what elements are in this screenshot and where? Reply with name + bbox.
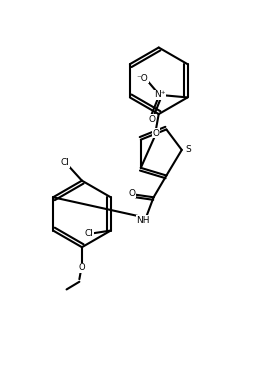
Text: NH: NH: [137, 216, 150, 225]
Text: O: O: [153, 129, 160, 138]
Text: O: O: [79, 263, 85, 272]
Text: N⁺: N⁺: [154, 91, 165, 100]
Text: O: O: [128, 189, 135, 198]
Text: S: S: [186, 145, 191, 154]
Text: Cl: Cl: [84, 229, 93, 238]
Text: O: O: [148, 115, 155, 124]
Text: ⁻O: ⁻O: [137, 74, 149, 83]
Text: Cl: Cl: [61, 158, 70, 167]
